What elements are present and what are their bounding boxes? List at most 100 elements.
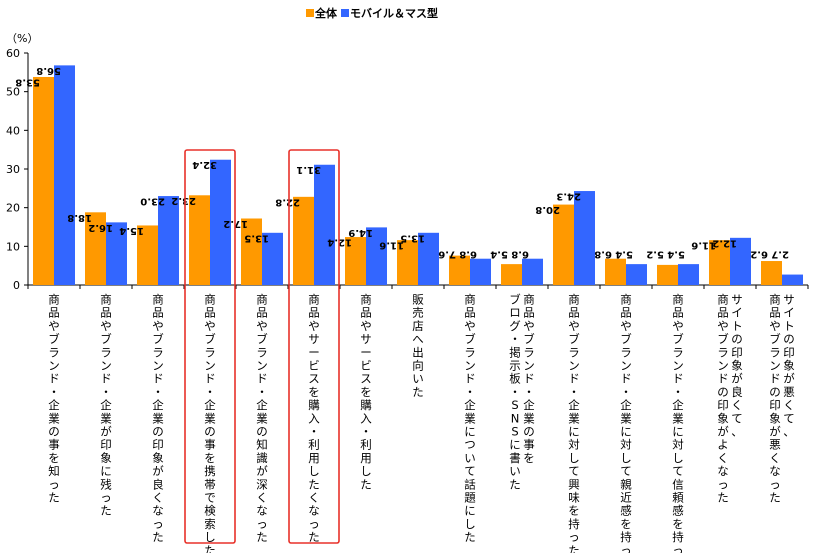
x-category-label-char: ー <box>308 345 320 359</box>
x-category-label-char: 企 <box>568 398 580 412</box>
x-category-label-char: の <box>256 425 268 439</box>
x-category-label-char: ン <box>256 359 268 373</box>
x-category-label-char: 持 <box>568 517 580 531</box>
data-label-all: 15.4 <box>119 225 144 236</box>
y-tick-label: 0 <box>13 279 20 292</box>
x-category-label-char: ・ <box>509 332 521 346</box>
x-category-label-char: や <box>620 319 632 333</box>
x-category-label-char: S <box>511 425 518 439</box>
x-category-label-char: や <box>464 319 476 333</box>
x-category-label-char: の <box>717 385 729 399</box>
x-category-label-char: し <box>204 530 216 544</box>
bar-mobile <box>418 232 439 285</box>
x-category-label-char: ラ <box>256 345 268 359</box>
y-tick-label: 60 <box>6 47 20 60</box>
x-category-label-char: ド <box>769 372 781 386</box>
x-category-label-char: や <box>152 319 164 333</box>
legend-label-mobile: モバイル＆マス型 <box>350 7 438 20</box>
x-category-label-char: 業 <box>256 411 268 425</box>
x-category-label-char: ン <box>464 359 476 373</box>
bar-mobile <box>730 237 751 285</box>
x-category-label-char: 商 <box>568 293 580 307</box>
x-category-label-char: 帯 <box>204 477 216 491</box>
x-category-label-char: 、 <box>731 425 743 439</box>
x-category-label-char: ・ <box>523 385 535 399</box>
x-category-label-char: た <box>308 530 320 544</box>
x-category-label-char: 売 <box>412 306 424 320</box>
x-category-label-char: ラ <box>464 345 476 359</box>
data-label-all: 5.2 <box>646 249 664 260</box>
x-category-label-char: ド <box>672 372 684 386</box>
x-category-label-char: ブ <box>672 332 684 346</box>
x-category-label-char: イ <box>731 306 743 320</box>
x-category-label-char: が <box>256 464 268 478</box>
x-category-label-char: ド <box>523 372 535 386</box>
x-category-label-char: を <box>48 451 60 465</box>
x-category-label-char: ラ <box>523 345 535 359</box>
bar-mobile <box>106 222 127 285</box>
x-category-label-char: た <box>308 477 320 491</box>
bar-mobile <box>210 159 231 285</box>
data-label-all: 7.6 <box>438 249 456 260</box>
x-category-label-char: 象 <box>152 451 164 465</box>
bar-mobile <box>626 264 647 285</box>
x-category-label-char: ド <box>717 372 729 386</box>
x-category-label-char: ラ <box>204 345 216 359</box>
x-category-label-char: て <box>568 464 580 478</box>
x-category-label-char: ブ <box>769 332 781 346</box>
x-category-label-char: た <box>717 491 729 505</box>
x-category-label-char: 企 <box>204 398 216 412</box>
x-category-label-char: 企 <box>256 398 268 412</box>
x-category-label-char: の <box>152 425 164 439</box>
x-category-label-char: 検 <box>204 504 216 518</box>
x-category-label-char: て <box>620 464 632 478</box>
bar-all <box>501 264 522 285</box>
x-category-label-char: 入 <box>308 411 320 425</box>
bar-all <box>761 261 782 285</box>
x-category-label-char: 悪 <box>783 385 795 399</box>
x-category-label-char: ラ <box>568 345 580 359</box>
y-tick-label: 30 <box>6 163 20 176</box>
bar-all <box>189 195 210 285</box>
x-category-label-char: 事 <box>523 438 535 452</box>
x-category-label-char: 業 <box>152 411 164 425</box>
bar-all <box>137 225 158 285</box>
x-category-label-char: や <box>100 319 112 333</box>
x-category-label-char: や <box>48 319 60 333</box>
x-category-label-char: 残 <box>100 477 112 491</box>
x-category-label-char: が <box>717 425 729 439</box>
x-category-label-char: し <box>672 451 684 465</box>
x-category-label-char: ブ <box>464 332 476 346</box>
x-category-label-char: に <box>464 504 476 518</box>
x-category-label-char: サ <box>308 332 320 346</box>
x-category-label-char: 業 <box>100 411 112 425</box>
x-category-label-char: た <box>769 491 781 505</box>
x-category-label-char: 対 <box>672 438 684 452</box>
x-category-label-char: た <box>256 530 268 544</box>
x-category-label-char: ・ <box>204 385 216 399</box>
bar-all <box>33 76 54 286</box>
x-category-label-char: 興 <box>568 477 580 491</box>
x-category-label-char: N <box>511 411 520 425</box>
x-category-label-char: 業 <box>568 411 580 425</box>
x-category-label-char: て <box>731 411 743 425</box>
x-category-label-char: な <box>152 504 164 518</box>
x-category-label-char: っ <box>152 517 164 531</box>
x-category-label-char: 利 <box>360 438 372 452</box>
x-category-label-char: が <box>152 464 164 478</box>
bar-mobile <box>678 264 699 285</box>
x-category-label-char: く <box>256 491 268 505</box>
data-label-mobile: 16.2 <box>88 222 113 233</box>
x-category-label-char: 索 <box>204 517 216 531</box>
x-category-label-char: て <box>464 464 476 478</box>
x-category-label-char: グ <box>509 319 521 333</box>
bar-mobile <box>314 164 335 285</box>
data-label-all: 22.8 <box>275 196 300 207</box>
x-category-label-char: が <box>100 425 112 439</box>
x-category-label-char: 象 <box>717 411 729 425</box>
x-category-label-char: っ <box>308 517 320 531</box>
x-category-label-char: っ <box>769 477 781 491</box>
data-label-mobile: 6.8 <box>511 249 529 260</box>
x-category-label-char: ド <box>620 372 632 386</box>
